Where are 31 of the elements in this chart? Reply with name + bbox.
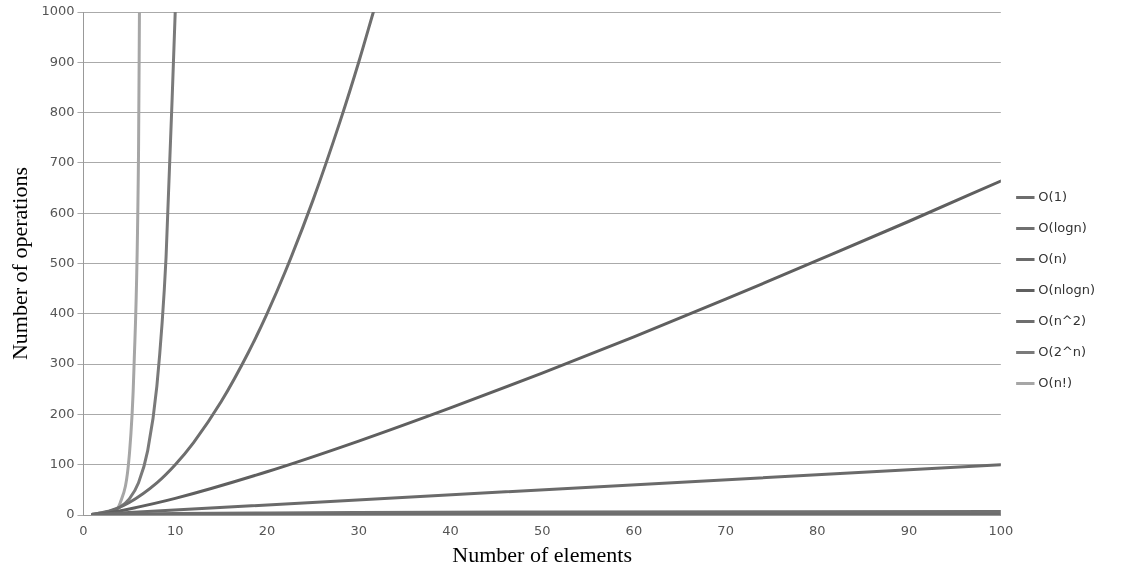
legend-label: O(logn) <box>1038 219 1087 235</box>
y-axis-title: Number of operations <box>6 166 32 361</box>
x-tick-label: 40 <box>442 523 459 539</box>
y-tick-label: 800 <box>49 103 75 119</box>
legend-label: O(n^2) <box>1038 312 1087 328</box>
x-tick-label: 0 <box>79 523 88 539</box>
x-tick-label: 100 <box>988 523 1014 539</box>
legend-label: O(nlogn) <box>1038 281 1095 297</box>
x-tick-label: 30 <box>350 523 367 539</box>
y-tick-label: 300 <box>49 355 75 371</box>
y-tick-label: 100 <box>49 456 75 472</box>
y-tick-label: 500 <box>49 254 75 270</box>
y-tick-label: 600 <box>49 204 75 220</box>
y-tick-label: 200 <box>49 405 75 421</box>
legend-label: O(2^n) <box>1038 343 1087 359</box>
x-axis-title: Number of elements <box>452 541 632 567</box>
x-tick-label: 50 <box>533 523 551 539</box>
y-tick-label: 700 <box>49 154 75 170</box>
x-tick-label: 10 <box>166 523 184 539</box>
legend-label: O(1) <box>1038 188 1067 204</box>
y-tick-label: 0 <box>66 506 75 522</box>
x-tick-label: 80 <box>809 523 826 539</box>
x-tick-label: 90 <box>900 523 918 539</box>
y-tick-label: 400 <box>49 305 75 321</box>
y-tick-label: 900 <box>49 53 75 69</box>
x-tick-label: 20 <box>258 523 276 539</box>
x-tick-label: 60 <box>625 523 643 539</box>
legend-label: O(n!) <box>1038 374 1073 390</box>
legend-label: O(n) <box>1038 250 1067 266</box>
x-tick-label: 70 <box>717 523 734 539</box>
y-tick-label: 1000 <box>41 3 75 19</box>
